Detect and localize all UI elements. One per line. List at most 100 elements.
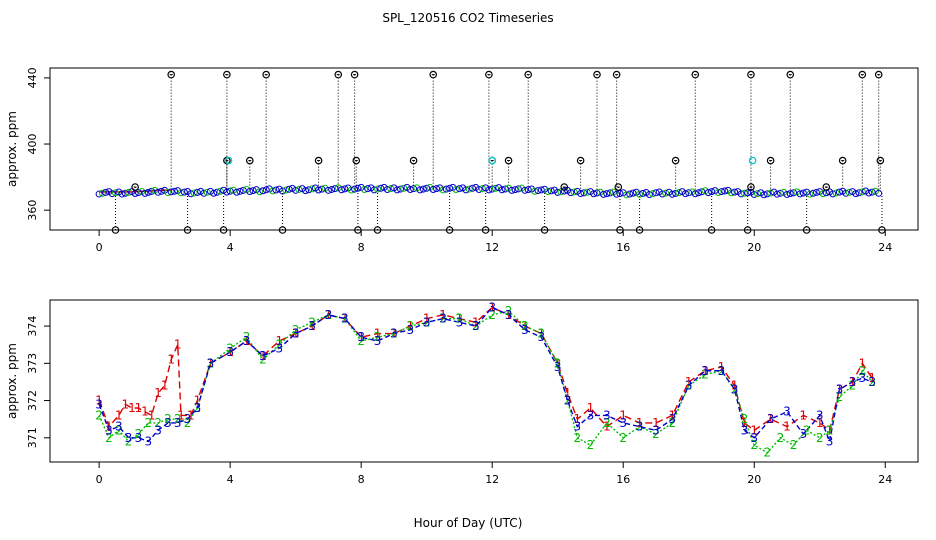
- bottom-series-1-point: 1: [177, 408, 185, 422]
- top-baseline-point: [875, 189, 883, 197]
- top-baseline-point: [282, 186, 290, 194]
- bottom-series-1-point: 1: [174, 338, 182, 352]
- top-spike-point-33: [691, 70, 700, 79]
- top-baseline-point: [396, 185, 404, 193]
- top-baseline-point: [112, 189, 120, 197]
- bottom-series-3-point: 3: [164, 416, 172, 430]
- bottom-series-3-point: 3: [767, 412, 775, 426]
- top-baseline-point: [832, 189, 840, 197]
- bottom-series-1-point: 1: [259, 349, 267, 363]
- bottom-series-1-point: 1: [826, 423, 834, 437]
- top-spike-point-29: [614, 183, 623, 191]
- top-baseline-point: [95, 190, 103, 198]
- bottom-series-1-point: 1: [135, 401, 143, 415]
- bottom-series-2-point: 2: [207, 356, 215, 370]
- bottom-series-2-point: 2: [868, 375, 876, 389]
- bottom-series-2-point: 2: [174, 412, 182, 426]
- bottom-series-1-point: 1: [308, 319, 316, 333]
- top-baseline-point: [200, 189, 208, 197]
- bottom-series-3-point: 3: [826, 435, 834, 449]
- bottom-series-3-point: 3: [374, 334, 382, 348]
- bottom-series-3-point: 3: [619, 416, 627, 430]
- bottom-series-1-point: 1: [652, 416, 660, 430]
- bottom-series-1-point: 1: [325, 308, 333, 322]
- bottom-series-1-point: 1: [187, 408, 195, 422]
- bottom-series-1-point: 1: [816, 416, 824, 430]
- top-spike-point-23: [524, 70, 533, 79]
- bottom-series-1-point: 1: [636, 416, 644, 430]
- top-baseline-point: [154, 188, 162, 196]
- top-spike-point-8: [262, 70, 270, 79]
- bottom-series-2-point: 2: [836, 390, 844, 404]
- top-baseline-point: [121, 189, 129, 197]
- top-baseline-point: [187, 190, 195, 198]
- top-spike-point-36: [747, 70, 755, 79]
- bottom-series-3-point: 3: [783, 405, 791, 419]
- bottom-series-3-point: 3: [144, 435, 152, 449]
- top-spike-point-44: [874, 70, 883, 79]
- bottom-series-1-point: 1: [374, 327, 382, 341]
- bottom-series-2-point: 2: [669, 416, 677, 430]
- bottom-series-2-point: 2: [184, 416, 192, 430]
- top-y-tick-label-400: 400: [26, 134, 39, 155]
- bottom-series-3-point: 3: [390, 327, 398, 341]
- bottom-y-tick-label-373: 373: [26, 353, 39, 374]
- top-baseline-point: [570, 188, 578, 196]
- top-baseline-point: [98, 189, 106, 197]
- top-baseline-point: [750, 190, 758, 198]
- bottom-series-1-point: 1: [122, 397, 130, 411]
- bottom-series-2-point: 2: [308, 315, 316, 329]
- top-baseline-point: [717, 188, 725, 196]
- bottom-series-3-point: 3: [800, 427, 808, 441]
- bottom-series-2-point: 2: [750, 438, 758, 452]
- bottom-x-tick-label-16: 16: [616, 473, 630, 486]
- top-spike-point-15: [373, 226, 382, 234]
- top-baseline-point: [593, 189, 601, 197]
- bottom-series-3-point: 3: [564, 394, 572, 408]
- bottom-series-3-point: 3: [184, 412, 192, 426]
- top-baseline-point: [259, 187, 267, 195]
- top-baseline-point: [695, 189, 703, 197]
- bottom-series-2-point: 2: [243, 330, 251, 344]
- bottom-series-1-point: 1: [701, 364, 709, 378]
- bottom-series-1-point: 1: [95, 394, 103, 408]
- bottom-series-1-point: 1: [603, 420, 611, 434]
- bottom-series-1-point: 1: [161, 379, 169, 393]
- top-baseline-point: [213, 188, 221, 196]
- top-baseline-point: [786, 190, 794, 198]
- bottom-series-2-point: 2: [275, 338, 283, 352]
- top-baseline-point: [429, 186, 437, 193]
- top-baseline-point: [102, 188, 110, 196]
- bottom-series-2-point: 2: [731, 382, 739, 396]
- bottom-x-tick-label-20: 20: [747, 473, 761, 486]
- bottom-series-1-point: 1: [141, 405, 149, 419]
- bottom-series-2-point: 2: [790, 438, 798, 452]
- top-baseline-point: [744, 189, 752, 197]
- bottom-series-1-point: 1: [669, 408, 677, 422]
- bottom-series-2-line: [98, 310, 873, 454]
- bottom-series-3-point: 3: [685, 379, 693, 393]
- bottom-series-3-point: 3: [652, 423, 660, 437]
- top-baseline-point: [141, 189, 149, 197]
- bottom-series-1-point: 1: [357, 330, 365, 344]
- bottom-series-3-point: 3: [868, 375, 876, 389]
- bottom-series-2-point: 2: [341, 312, 349, 326]
- bottom-series-1-point: 1: [685, 375, 693, 389]
- top-baseline-point: [613, 190, 621, 198]
- top-baseline-point: [662, 189, 670, 197]
- bottom-series-1-point: 1: [292, 327, 300, 341]
- bottom-series-2-point: 2: [603, 416, 611, 430]
- bottom-series-3-point: 3: [135, 431, 143, 445]
- top-baseline-point: [606, 189, 614, 197]
- top-baseline-point: [767, 189, 775, 197]
- top-spike-point-38: [766, 156, 775, 165]
- bottom-series-2-point: 2: [115, 423, 123, 437]
- bottom-series-2-point: 2: [521, 319, 529, 333]
- top-baseline-point: [164, 189, 172, 197]
- top-spike-point-1: [131, 183, 139, 191]
- top-baseline-point: [600, 190, 608, 198]
- top-baseline-point: [236, 187, 244, 195]
- bottom-series-2-point: 2: [164, 412, 172, 426]
